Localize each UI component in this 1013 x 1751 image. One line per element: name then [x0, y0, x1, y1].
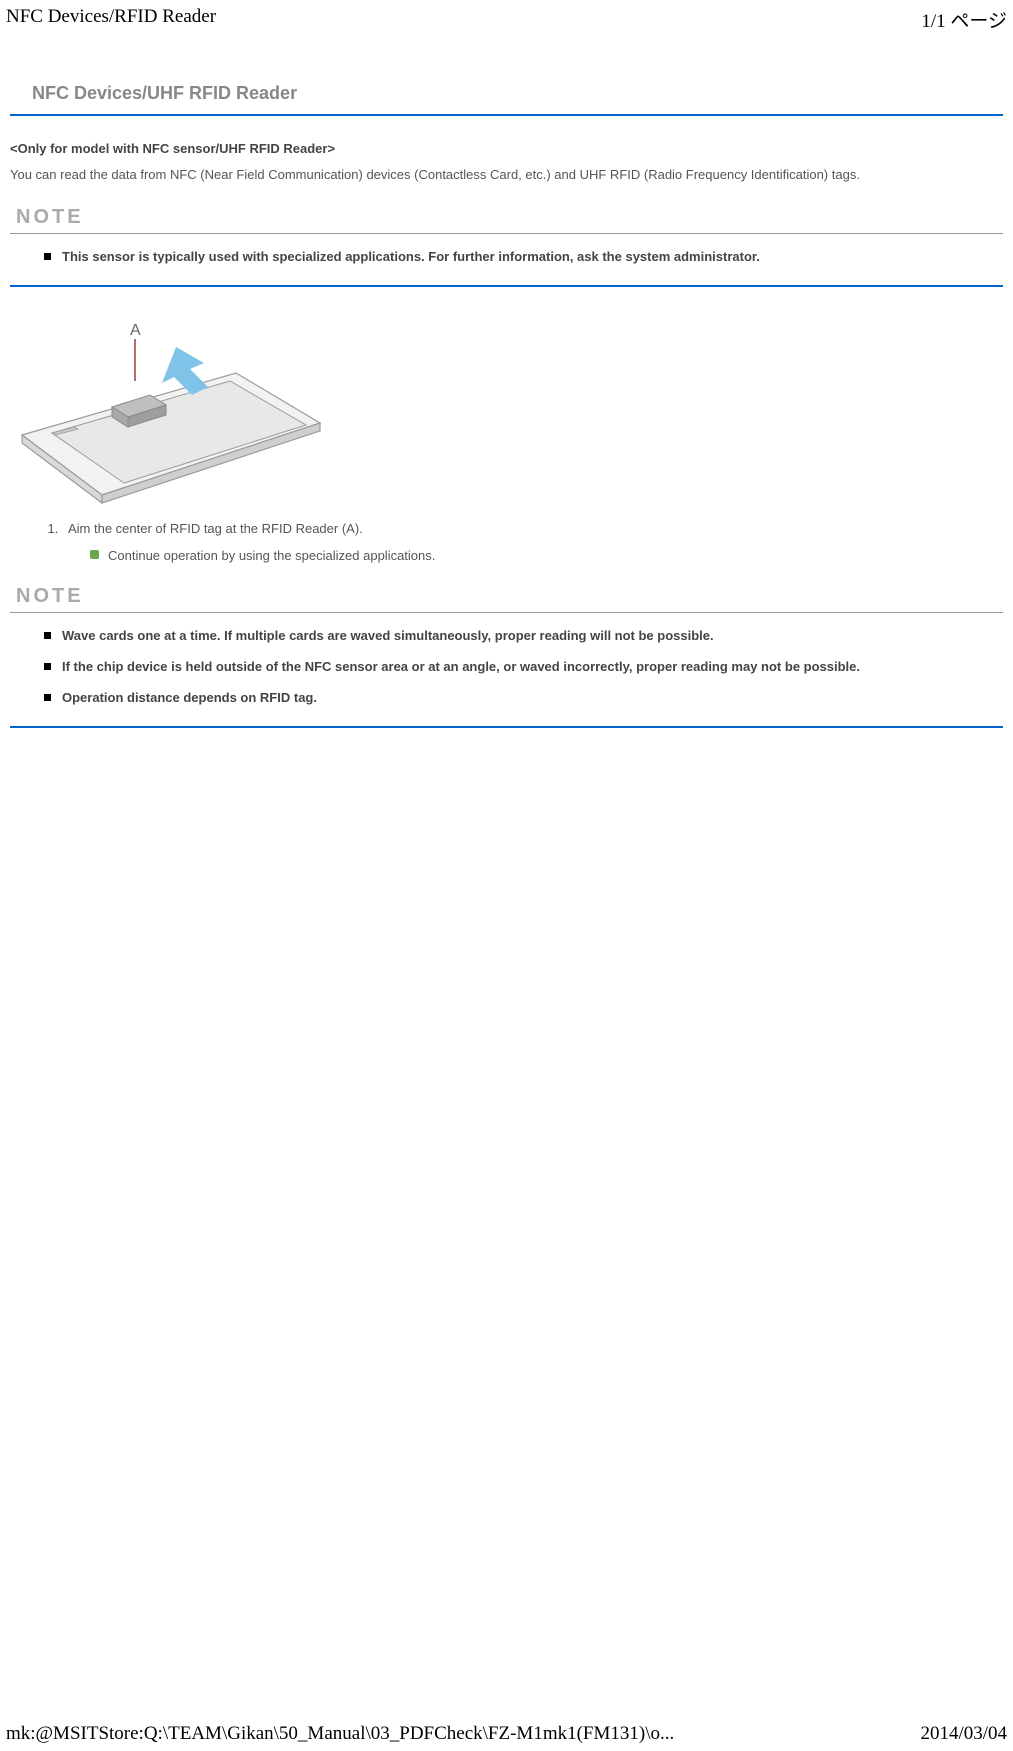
diagram-label-a: A — [130, 322, 141, 339]
note-item: If the chip device is held outside of th… — [62, 658, 985, 677]
step-sub-item: Continue operation by using the speciali… — [108, 546, 1003, 567]
note-item: Wave cards one at a time. If multiple ca… — [62, 627, 985, 646]
intro-line-2: You can read the data from NFC (Near Fie… — [10, 162, 1003, 188]
note-list-1: This sensor is typically used with speci… — [10, 248, 1003, 267]
page-header: NFC Devices/RFID Reader 1/1 ページ — [0, 0, 1013, 33]
steps-list: Aim the center of RFID tag at the RFID R… — [10, 517, 1003, 567]
diagram-svg: A — [16, 315, 326, 505]
header-left: NFC Devices/RFID Reader — [6, 6, 216, 33]
footer-left: mk:@MSITStore:Q:\TEAM\Gikan\50_Manual\03… — [6, 1723, 674, 1745]
note-list-2: Wave cards one at a time. If multiple ca… — [10, 627, 1003, 708]
step-text: Aim the center of RFID tag at the RFID R… — [68, 521, 363, 536]
note-heading-1: NOTE — [10, 206, 1003, 234]
note-box-2: Wave cards one at a time. If multiple ca… — [10, 613, 1003, 728]
content-area: NFC Devices/UHF RFID Reader <Only for mo… — [0, 33, 1013, 728]
arrow-icon — [162, 347, 208, 395]
note-box-1: This sensor is typically used with speci… — [10, 234, 1003, 287]
step-item: Aim the center of RFID tag at the RFID R… — [62, 517, 1003, 567]
header-right: 1/1 ページ — [921, 6, 1007, 33]
step-sub-list: Continue operation by using the speciali… — [68, 546, 1003, 567]
intro-block: <Only for model with NFC sensor/UHF RFID… — [10, 136, 1003, 188]
page-title: NFC Devices/UHF RFID Reader — [10, 83, 1003, 116]
intro-bold-line: <Only for model with NFC sensor/UHF RFID… — [10, 136, 1003, 162]
page: NFC Devices/RFID Reader 1/1 ページ NFC Devi… — [0, 0, 1013, 1751]
note-item: This sensor is typically used with speci… — [62, 248, 985, 267]
footer-right: 2014/03/04 — [920, 1723, 1007, 1745]
page-footer: mk:@MSITStore:Q:\TEAM\Gikan\50_Manual\03… — [6, 1723, 1007, 1745]
note-item: Operation distance depends on RFID tag. — [62, 689, 985, 708]
note-heading-2: NOTE — [10, 585, 1003, 613]
device-diagram: A — [16, 315, 326, 505]
